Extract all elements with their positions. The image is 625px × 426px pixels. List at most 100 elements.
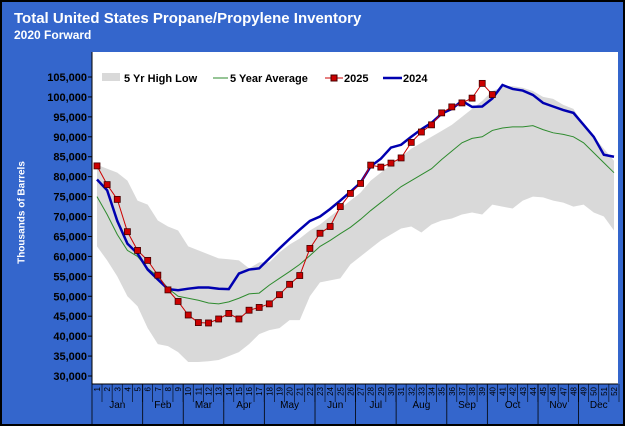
y-tick-label: 75,000 bbox=[53, 192, 87, 204]
series-2025-marker bbox=[458, 99, 466, 107]
x-week-label: 5 bbox=[134, 386, 143, 391]
series-2025-marker bbox=[468, 94, 476, 102]
month-label-nov: Nov bbox=[549, 400, 567, 411]
month-label-jan: Jan bbox=[109, 400, 125, 411]
month-label-may: May bbox=[280, 400, 299, 411]
x-week-label: 41 bbox=[498, 386, 507, 395]
y-tick-label: 40,000 bbox=[53, 331, 87, 343]
series-2025-marker bbox=[347, 190, 354, 197]
y-tick-label: 30,000 bbox=[53, 371, 87, 383]
legend-marker-2025 bbox=[330, 74, 338, 82]
x-week-label: 14 bbox=[225, 386, 234, 395]
series-2025-marker bbox=[448, 103, 456, 111]
month-label-feb: Feb bbox=[154, 400, 172, 411]
x-week-label: 31 bbox=[397, 386, 406, 395]
y-tick-label: 85,000 bbox=[53, 152, 87, 164]
x-week-label: 17 bbox=[255, 386, 264, 395]
series-2025-marker bbox=[205, 319, 212, 327]
x-week-label: 32 bbox=[407, 386, 416, 395]
x-week-label: 37 bbox=[458, 386, 467, 395]
legend-label-2024: 2024 bbox=[403, 73, 428, 85]
x-week-label: 47 bbox=[559, 386, 568, 395]
x-week-label: 24 bbox=[326, 386, 335, 395]
series-2025-marker bbox=[286, 280, 294, 288]
y-tick-label: 45,000 bbox=[53, 311, 87, 323]
x-week-label: 27 bbox=[357, 386, 366, 395]
month-label-jul: Jul bbox=[369, 400, 382, 411]
x-week-label: 34 bbox=[428, 386, 437, 395]
series-2025-marker bbox=[276, 291, 283, 299]
series-2025-marker bbox=[134, 247, 141, 254]
y-tick-label: 95,000 bbox=[53, 112, 87, 124]
series-2025-marker bbox=[245, 306, 253, 314]
series-2024-line bbox=[96, 83, 615, 292]
x-week-label: 43 bbox=[519, 386, 528, 395]
month-label-sep: Sep bbox=[458, 400, 476, 411]
legend-label-2025: 2025 bbox=[344, 73, 368, 85]
x-week-label: 3 bbox=[113, 386, 122, 391]
series-2025-marker bbox=[215, 315, 223, 323]
x-week-label: 36 bbox=[448, 386, 457, 395]
legend-label-5yr-average: 5 Year Average bbox=[230, 73, 308, 85]
y-tick-label: 100,000 bbox=[47, 92, 87, 104]
x-week-label: 18 bbox=[265, 386, 274, 395]
series-2025-marker bbox=[367, 161, 375, 169]
x-week-label: 28 bbox=[367, 386, 376, 395]
series-2025-marker bbox=[387, 159, 395, 167]
chart-subtitle: 2020 Forward bbox=[14, 28, 92, 42]
x-week-label: 21 bbox=[296, 386, 305, 395]
x-week-label: 4 bbox=[123, 386, 132, 391]
series-2025-marker bbox=[164, 286, 172, 294]
series-2025-marker bbox=[357, 180, 364, 187]
series-2025-marker bbox=[225, 310, 233, 317]
x-week-label: 44 bbox=[529, 386, 538, 395]
high-low-band bbox=[97, 86, 614, 363]
month-label-jun: Jun bbox=[327, 400, 343, 411]
x-week-label: 1 bbox=[93, 386, 102, 391]
x-week-label: 19 bbox=[275, 386, 284, 395]
month-label-oct: Oct bbox=[505, 400, 521, 411]
series-2025-marker bbox=[265, 300, 273, 308]
series-2025-marker bbox=[417, 128, 425, 136]
series-2025-marker bbox=[397, 154, 405, 162]
series-2025-marker bbox=[194, 319, 202, 326]
series-2025-marker bbox=[326, 223, 334, 230]
series-2025-line bbox=[96, 82, 493, 324]
x-week-label: 9 bbox=[174, 386, 183, 391]
x-week-label: 29 bbox=[377, 386, 386, 395]
series-2025-marker bbox=[316, 229, 324, 237]
x-week-label: 26 bbox=[346, 386, 355, 395]
y-tick-label: 70,000 bbox=[53, 212, 87, 224]
x-week-label: 8 bbox=[164, 386, 173, 391]
series-2025-marker bbox=[103, 181, 111, 189]
series-2025-marker bbox=[235, 315, 243, 323]
x-week-label: 6 bbox=[144, 386, 153, 391]
y-tick-label: 60,000 bbox=[53, 251, 87, 263]
y-tick-label: 105,000 bbox=[47, 72, 87, 84]
series-2025-marker bbox=[144, 256, 152, 264]
x-week-label: 20 bbox=[286, 386, 295, 395]
legend-swatch-high-low bbox=[102, 73, 120, 81]
month-label-aug: Aug bbox=[412, 400, 430, 411]
x-week-label: 25 bbox=[336, 386, 345, 395]
x-week-label: 45 bbox=[539, 386, 548, 395]
series-2025-marker bbox=[124, 228, 131, 236]
month-label-apr: Apr bbox=[236, 400, 252, 411]
month-label-dec: Dec bbox=[590, 400, 608, 411]
x-week-label: 50 bbox=[590, 386, 599, 395]
x-week-label: 35 bbox=[438, 386, 447, 395]
x-week-label: 40 bbox=[488, 386, 497, 395]
x-week-label: 10 bbox=[184, 386, 193, 395]
series-2025-marker bbox=[377, 163, 385, 171]
y-tick-label: 55,000 bbox=[53, 271, 87, 283]
series-2025-marker bbox=[154, 271, 162, 279]
series-2025-marker bbox=[184, 311, 192, 319]
series-2025-marker bbox=[488, 91, 496, 98]
y-tick-label: 65,000 bbox=[53, 231, 87, 243]
x-week-label: 13 bbox=[215, 386, 224, 395]
x-week-label: 15 bbox=[235, 386, 244, 395]
series-2025-marker bbox=[306, 245, 314, 252]
legend-label-high-low: 5 Yr High Low bbox=[124, 73, 198, 85]
series-2025-marker bbox=[255, 304, 263, 311]
series-2025-marker bbox=[113, 195, 121, 203]
